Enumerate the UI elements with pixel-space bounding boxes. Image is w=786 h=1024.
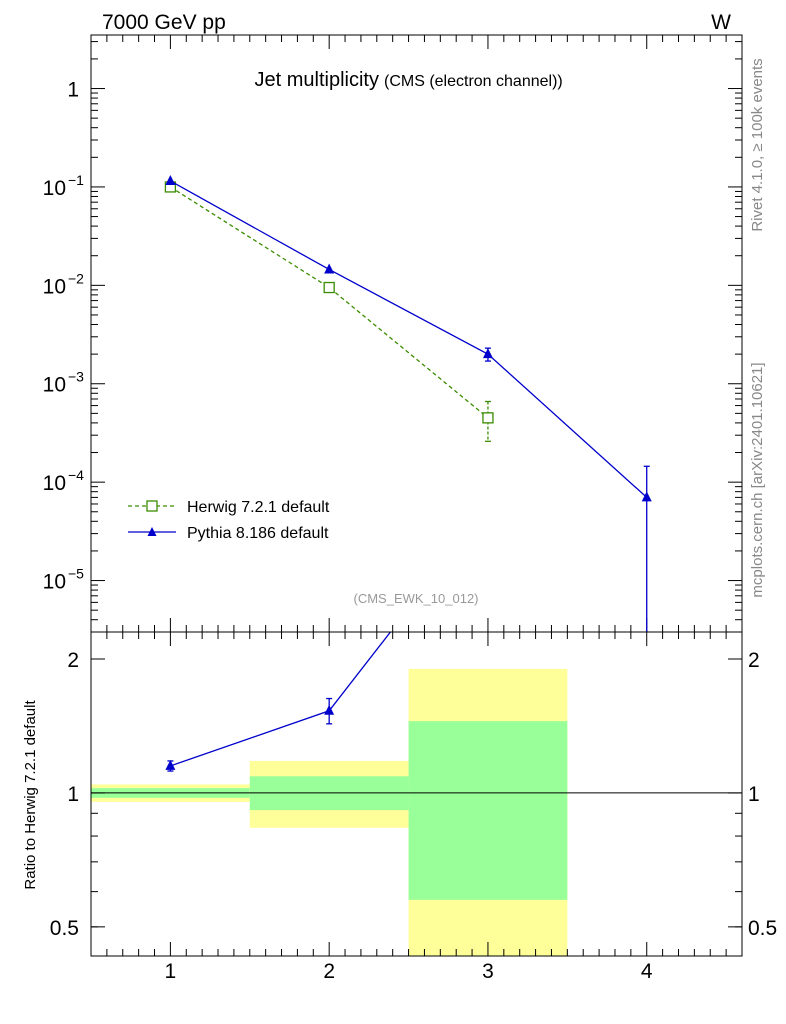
main-ytick-label-1: 10: [43, 177, 66, 200]
series-0-point-2: [482, 412, 494, 424]
ratio-ytick-label-1: 1: [67, 783, 79, 806]
ratio-xtick-label-3: 3: [482, 960, 494, 983]
ratio-ytick-label-2: 2: [67, 649, 79, 672]
series-1-point-2: [482, 348, 493, 359]
main-plot: 110−110−210−310−410−5: [43, 34, 743, 633]
ratio-series: [165, 632, 392, 772]
rivet-label: Rivet 4.1.0, ≥ 100k events: [749, 58, 766, 231]
main-ytick-label-5: 10: [43, 571, 66, 594]
series-0-point-1: [323, 281, 335, 294]
main-series: [164, 174, 652, 632]
series-line-1: [170, 180, 648, 498]
series-1-point-3: [641, 491, 652, 502]
chart-subtitle: (CMS (electron channel)): [384, 73, 563, 90]
ratio-plot: 0.5 0.5 1 1 2 2 1 2 3 4: [50, 631, 777, 983]
main-ytick-exp-4: −4: [68, 467, 84, 483]
band-inner-3: [408, 721, 568, 900]
main-ytick-label-2: 10: [43, 275, 66, 298]
main-ytick-label-0: 1: [67, 79, 79, 102]
legend: Herwig 7.2.1 default Pythia 8.186 defaul…: [128, 499, 330, 542]
ratio-ylabel: Ratio to Herwig 7.2.1 default: [22, 700, 39, 890]
legend-pythia-label: Pythia 8.186 default: [187, 525, 329, 542]
ratio-xtick-label-2: 2: [323, 960, 335, 983]
legend-herwig-marker: [146, 500, 158, 512]
series-line-0: [170, 186, 489, 419]
main-ytick-exp-1: −1: [68, 172, 84, 188]
ratio-ytick-label-right-1: 1: [748, 783, 760, 806]
process-label: W: [711, 11, 731, 34]
mcplots-label: mcplots.cern.ch [arXiv:2401.10621]: [749, 362, 766, 597]
ratio-frame: [90, 631, 743, 957]
ratio-point-0: [165, 759, 176, 770]
series-1-point-1: [324, 263, 335, 274]
ratio-ytick-label-0: 0.5: [50, 917, 79, 940]
analysis-id: (CMS_EWK_10_012): [354, 591, 479, 606]
ratio-xtick-label-4: 4: [641, 960, 653, 983]
main-ytick-label-4: 10: [43, 472, 66, 495]
main-ytick-exp-3: −3: [68, 369, 84, 385]
series-1-point-0: [165, 174, 176, 185]
energy-label: 7000 GeV pp: [102, 11, 226, 34]
main-frame: [90, 34, 743, 633]
main-ytick-exp-2: −2: [68, 270, 84, 286]
chart-title: Jet multiplicity: [255, 69, 379, 91]
main-ytick-label-3: 10: [43, 374, 66, 397]
ratio-point-1: [324, 704, 335, 715]
ratio-xtick-label-1: 1: [165, 960, 177, 983]
legend-herwig-label: Herwig 7.2.1 default: [187, 499, 330, 516]
main-ytick-exp-5: −5: [68, 566, 84, 582]
ratio-ytick-label-right-2: 2: [748, 649, 760, 672]
ratio-ytick-label-right-0: 0.5: [748, 917, 777, 940]
legend-pythia-marker: [147, 527, 157, 536]
